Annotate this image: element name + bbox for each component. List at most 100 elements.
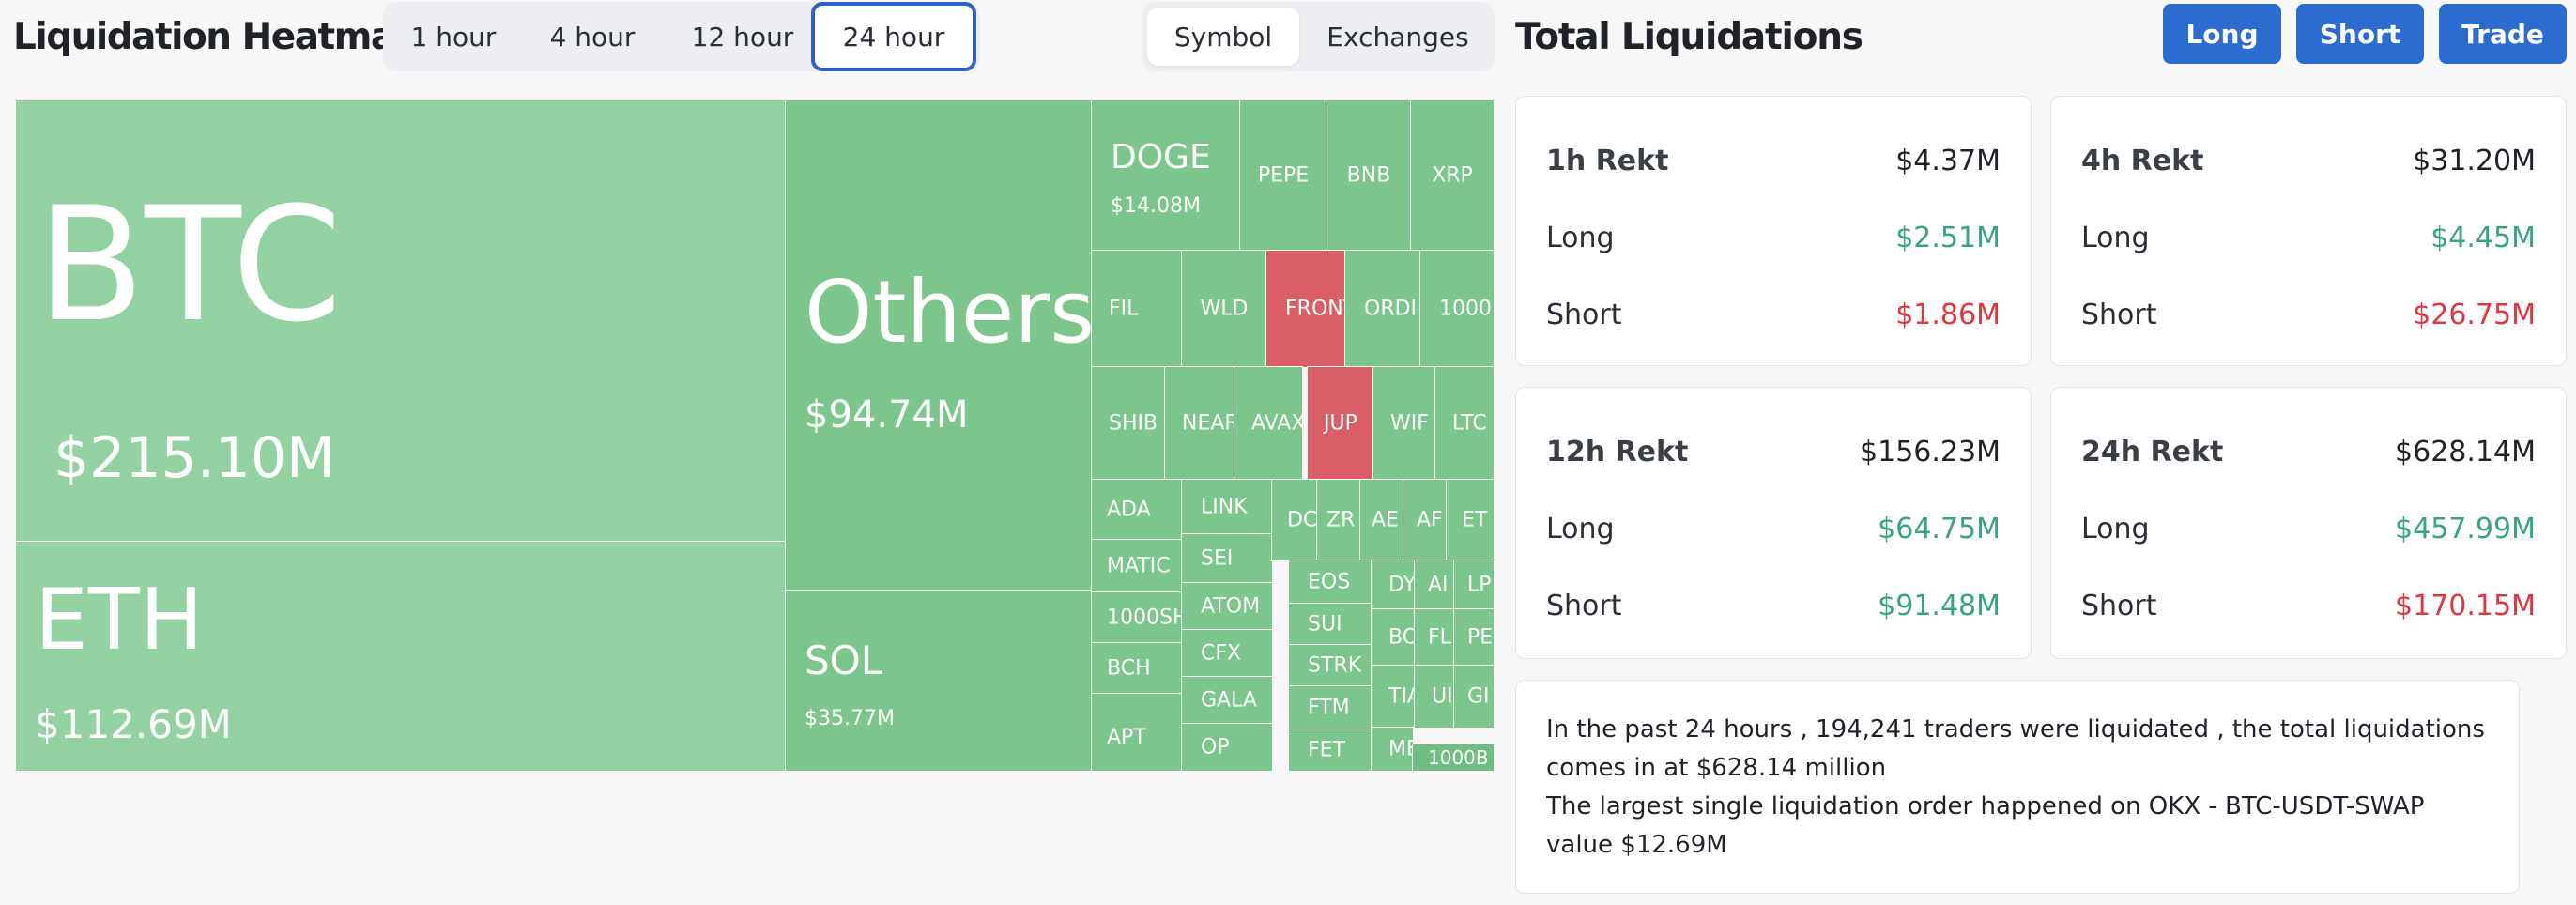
treemap-tile-fil[interactable]: FIL: [1091, 250, 1183, 368]
tile-symbol: FTM: [1308, 696, 1350, 720]
treemap-tile-ui[interactable]: UI: [1414, 665, 1455, 729]
short-label: Short: [2081, 589, 2157, 622]
long-value: $4.45M: [2430, 221, 2536, 254]
treemap-tile-et[interactable]: ET: [1446, 479, 1495, 561]
tile-symbol: STRK: [1308, 653, 1362, 678]
treemap-tile-ltc[interactable]: LTC: [1434, 366, 1495, 481]
long-button[interactable]: Long: [2163, 4, 2281, 64]
tile-symbol: JUP: [1324, 411, 1357, 436]
treemap-tile-btc[interactable]: BTC $215.10M: [15, 100, 787, 543]
tile-symbol: MATIC: [1107, 554, 1171, 578]
treemap-tile-bnb[interactable]: BNB: [1326, 100, 1412, 252]
tile-symbol: AVAX: [1251, 411, 1303, 436]
treemap-tile-1000[interactable]: 1000: [1419, 250, 1495, 368]
view-selector: Symbol Exchanges: [1142, 2, 1495, 71]
tile-symbol: UI: [1432, 684, 1453, 709]
treemap-tile-sui[interactable]: SUI: [1288, 603, 1372, 646]
rekt-card-4h: 4h Rekt $31.20M Long $4.45M Short $26.75M: [2050, 96, 2567, 366]
treemap-tile-avax[interactable]: AVAX: [1234, 366, 1303, 481]
treemap-tile-pe[interactable]: PE: [1453, 608, 1495, 667]
liquidation-summary: In the past 24 hours , 194,241 traders w…: [1515, 680, 2520, 894]
treemap-tile-eos[interactable]: EOS: [1288, 560, 1372, 605]
treemap-tile-link[interactable]: LINK: [1181, 479, 1273, 535]
long-value: $2.51M: [1895, 221, 2001, 254]
tile-symbol: ZR: [1326, 508, 1356, 532]
treemap-tile-others[interactable]: Others $94.74M: [785, 100, 1093, 591]
treemap-tile-op[interactable]: OP: [1181, 723, 1273, 772]
treemap-tile-zr[interactable]: ZR: [1316, 479, 1361, 561]
range-12h-button[interactable]: 12 hour: [691, 21, 794, 53]
exchanges-tab[interactable]: Exchanges: [1326, 21, 1469, 53]
long-value: $457.99M: [2395, 512, 2536, 545]
treemap-tile-lp[interactable]: LP: [1453, 560, 1495, 610]
tile-symbol: PE: [1467, 625, 1494, 650]
range-24h-button[interactable]: 24 hour: [811, 2, 976, 71]
card-title: 4h Rekt: [2081, 144, 2204, 177]
tile-symbol: ADA: [1107, 498, 1151, 522]
range-4h-button[interactable]: 4 hour: [549, 21, 636, 53]
short-button[interactable]: Short: [2296, 4, 2424, 64]
treemap-tile-ae[interactable]: AE: [1359, 479, 1404, 561]
treemap-tile-sol[interactable]: SOL $35.77M: [785, 590, 1093, 772]
tile-symbol: APT: [1107, 726, 1146, 749]
tile-symbol: NEAR: [1182, 411, 1235, 436]
treemap-tile-eth[interactable]: ETH $112.69M: [15, 541, 787, 772]
treemap-tile-gi[interactable]: GI: [1453, 665, 1495, 729]
treemap-tile-front[interactable]: FRONT: [1265, 250, 1346, 368]
treemap-tile-1000shib[interactable]: 1000SH: [1091, 591, 1183, 644]
long-label: Long: [1546, 221, 1615, 254]
treemap-tile-bo[interactable]: BO: [1371, 608, 1416, 667]
tile-symbol: Others: [805, 262, 1093, 362]
tile-symbol: AE: [1372, 508, 1399, 532]
treemap-tile-sei[interactable]: SEI: [1181, 533, 1273, 584]
tile-symbol: ORDI: [1364, 297, 1418, 321]
treemap-tile-ada[interactable]: ADA: [1091, 479, 1183, 541]
treemap-tile-shib[interactable]: SHIB: [1091, 366, 1166, 481]
tile-symbol: SEI: [1201, 546, 1234, 571]
symbol-tab[interactable]: Symbol: [1147, 8, 1299, 66]
treemap-tile-pepe[interactable]: PEPE: [1239, 100, 1327, 252]
short-label: Short: [1546, 298, 1622, 331]
treemap-tile-atom[interactable]: ATOM: [1181, 582, 1273, 631]
treemap-tile-1000b[interactable]: 1000B: [1412, 744, 1495, 772]
treemap-tile-ai[interactable]: AI: [1414, 560, 1455, 610]
treemap-tile-strk[interactable]: STRK: [1288, 644, 1372, 687]
total-liquidations-title: Total Liquidations: [1515, 16, 1863, 58]
treemap-tile-matic[interactable]: MATIC: [1091, 539, 1183, 593]
tile-symbol: BCH: [1107, 656, 1151, 681]
tile-symbol: PEPE: [1257, 163, 1310, 188]
tile-symbol: 1000SH: [1107, 606, 1183, 630]
rekt-card-12h: 12h Rekt $156.23M Long $64.75M Short $91.48…: [1515, 387, 2032, 659]
treemap-tile-cfx[interactable]: CFX: [1181, 629, 1273, 678]
tile-value: $215.10M: [54, 425, 335, 491]
treemap-tile-wld[interactable]: WLD: [1181, 250, 1267, 368]
treemap-tile-dy[interactable]: DY: [1371, 560, 1416, 610]
treemap-tile-bch[interactable]: BCH: [1091, 642, 1183, 695]
treemap-tile-near[interactable]: NEAR: [1164, 366, 1235, 481]
tile-symbol: CFX: [1201, 641, 1242, 666]
trade-button[interactable]: Trade: [2439, 4, 2567, 64]
treemap-tile-fl[interactable]: FL: [1414, 608, 1455, 667]
tile-symbol: FL: [1428, 625, 1451, 650]
treemap-tile-af[interactable]: AF: [1403, 479, 1448, 561]
treemap-tile-ftm[interactable]: FTM: [1288, 685, 1372, 730]
range-1h-button[interactable]: 1 hour: [410, 21, 497, 53]
treemap-tile-ordi[interactable]: ORDI: [1344, 250, 1421, 368]
treemap-tile-doge[interactable]: DOGE $14.08M: [1091, 100, 1241, 252]
treemap-tile-xrp[interactable]: XRP: [1410, 100, 1495, 252]
long-value: $64.75M: [1878, 512, 2001, 545]
heatmap-title: Liquidation Heatmap: [13, 16, 421, 58]
treemap-tile-dc[interactable]: DC: [1271, 479, 1318, 561]
short-value: $170.15M: [2395, 589, 2536, 622]
treemap-tile-wif[interactable]: WIF: [1372, 366, 1436, 481]
treemap-tile-jup[interactable]: JUP: [1307, 366, 1374, 481]
treemap-tile-apt[interactable]: APT: [1091, 693, 1183, 772]
treemap-tile-fet[interactable]: FET: [1288, 729, 1372, 772]
tile-symbol: ATOM: [1201, 594, 1261, 619]
treemap-tile-tia[interactable]: TIA: [1371, 665, 1416, 729]
treemap-tile-me[interactable]: ME: [1371, 727, 1414, 772]
tile-symbol: LINK: [1201, 495, 1248, 519]
tile-symbol: GALA: [1201, 688, 1257, 713]
treemap-tile-gala[interactable]: GALA: [1181, 676, 1273, 725]
short-value: $26.75M: [2413, 298, 2536, 331]
